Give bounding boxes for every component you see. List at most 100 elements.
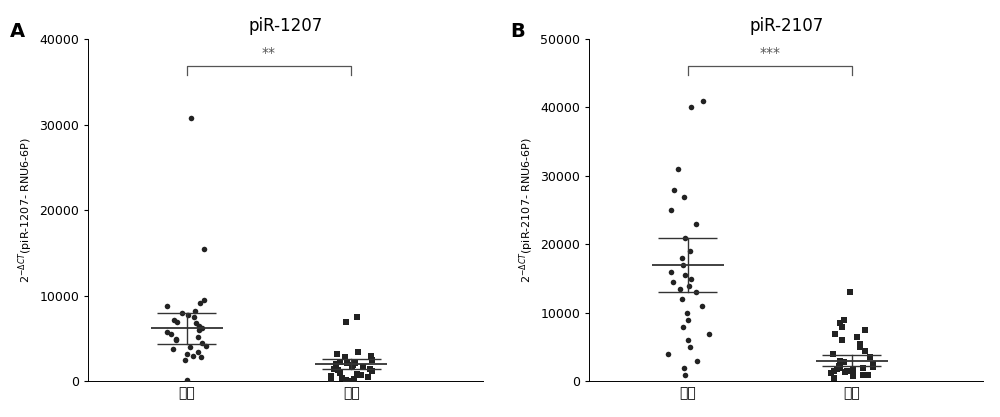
Point	[346, 376, 362, 382]
Point	[663, 207, 679, 214]
Point	[676, 193, 692, 200]
Point	[177, 357, 193, 363]
Point	[338, 377, 354, 383]
Point	[852, 340, 868, 347]
Point	[332, 369, 348, 375]
Point	[852, 344, 868, 351]
Point	[826, 375, 842, 382]
Point	[334, 375, 350, 382]
Point	[196, 297, 212, 304]
Point	[180, 311, 196, 318]
Point	[675, 262, 691, 269]
Point	[347, 359, 363, 366]
Point	[689, 358, 705, 364]
Point	[857, 347, 873, 354]
Point	[860, 372, 876, 379]
Point	[672, 286, 688, 292]
Point	[328, 361, 344, 368]
Point	[159, 303, 175, 309]
Point	[329, 351, 345, 357]
Point	[165, 346, 181, 352]
Point	[825, 351, 841, 357]
Point	[677, 272, 693, 279]
Point	[190, 348, 206, 355]
Point	[326, 366, 342, 373]
Text: ***: ***	[759, 45, 780, 60]
Point	[345, 362, 361, 369]
Point	[364, 357, 380, 363]
Point	[190, 334, 206, 340]
Point	[323, 373, 339, 379]
Point	[179, 377, 195, 383]
Y-axis label: 2$^{-ΔCT}$(piR-2107- RNU6-6P): 2$^{-ΔCT}$(piR-2107- RNU6-6P)	[517, 137, 536, 283]
Point	[666, 186, 682, 193]
Point	[191, 322, 207, 329]
Point	[344, 363, 360, 369]
Point	[827, 330, 843, 337]
Point	[660, 351, 676, 357]
Text: **: **	[262, 45, 276, 60]
Point	[862, 354, 878, 361]
Point	[166, 317, 182, 323]
Point	[676, 364, 692, 371]
Point	[680, 317, 696, 323]
Point	[865, 361, 881, 368]
Point	[198, 342, 214, 349]
Point	[683, 275, 699, 282]
Point	[663, 269, 679, 275]
Point	[168, 337, 184, 344]
Point	[330, 367, 346, 374]
Point	[194, 339, 210, 346]
Point	[193, 354, 209, 361]
Point	[836, 317, 852, 323]
Point	[349, 370, 365, 377]
Text: A: A	[9, 22, 25, 41]
Point	[845, 373, 861, 379]
Point	[680, 337, 696, 344]
Point	[363, 352, 379, 359]
Point	[839, 367, 855, 374]
Point	[675, 323, 691, 330]
Point	[694, 303, 710, 309]
Point	[339, 360, 355, 367]
Point	[677, 234, 693, 241]
Point	[323, 377, 339, 384]
Point	[834, 323, 850, 330]
Point	[665, 279, 681, 286]
Point	[682, 248, 698, 255]
Point	[179, 351, 195, 357]
Point	[350, 348, 366, 355]
Point	[183, 114, 199, 121]
Point	[845, 367, 861, 373]
Point	[159, 329, 175, 335]
Point	[188, 320, 204, 327]
Point	[191, 327, 207, 334]
Point	[168, 335, 184, 342]
Point	[360, 374, 376, 381]
Point	[832, 320, 848, 327]
Point	[683, 104, 699, 111]
Point	[187, 308, 203, 314]
Point	[674, 255, 690, 261]
Point	[855, 364, 871, 371]
Point	[681, 282, 697, 289]
Point	[688, 221, 704, 227]
Point	[192, 299, 208, 306]
Point	[362, 365, 378, 372]
Point	[194, 325, 210, 332]
Point	[701, 330, 717, 337]
Point	[185, 352, 201, 359]
Point	[865, 364, 881, 370]
Point	[842, 289, 858, 296]
Point	[353, 371, 369, 378]
Point	[679, 310, 695, 317]
Point	[674, 296, 690, 303]
Point	[682, 344, 698, 351]
Point	[836, 359, 852, 366]
Point	[834, 337, 850, 344]
Point	[332, 369, 348, 376]
Point	[163, 331, 179, 338]
Point	[837, 369, 853, 375]
Point	[695, 97, 711, 104]
Point	[849, 334, 865, 340]
